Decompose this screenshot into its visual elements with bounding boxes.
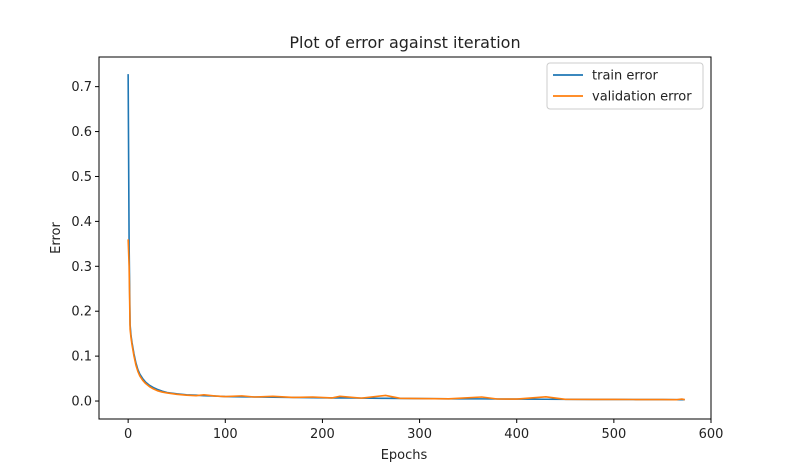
y-tick-label: 0.0 [71,395,92,410]
x-tick-label: 500 [601,427,626,442]
plot-area [127,74,685,401]
legend: train error validation error [546,62,704,110]
y-tick-label: 0.5 [71,170,92,185]
x-tick-label: 0 [124,427,132,442]
x-axis-label: Epochs [381,448,428,463]
x-tick-label: 100 [213,427,238,442]
series-line-2 [127,239,685,401]
y-tick-label: 0.3 [71,260,92,275]
x-tick-label: 300 [407,427,432,442]
y-tick-label: 0.7 [71,80,92,95]
x-tick-label: 600 [699,427,724,442]
legend-label-1: train error [592,69,659,84]
y-tick-label: 0.6 [71,125,92,140]
x-tick-label: 200 [310,427,335,442]
y-tick-label: 0.2 [71,305,92,320]
x-tick-label: 400 [504,427,529,442]
y-axis-label: Error [49,222,64,254]
series-line-1 [127,74,685,401]
legend-box [546,62,704,110]
legend-label-2: validation error [592,90,692,105]
chart-title: Plot of error against iteration [289,33,520,52]
y-tick-label: 0.1 [71,350,92,365]
axes-frame [98,56,712,420]
y-tick-label: 0.4 [71,215,92,230]
axes: 0 100 200 300 400 500 600 0.0 0.1 0.2 0.3 0.4 0.5 0.6… [71,56,724,442]
